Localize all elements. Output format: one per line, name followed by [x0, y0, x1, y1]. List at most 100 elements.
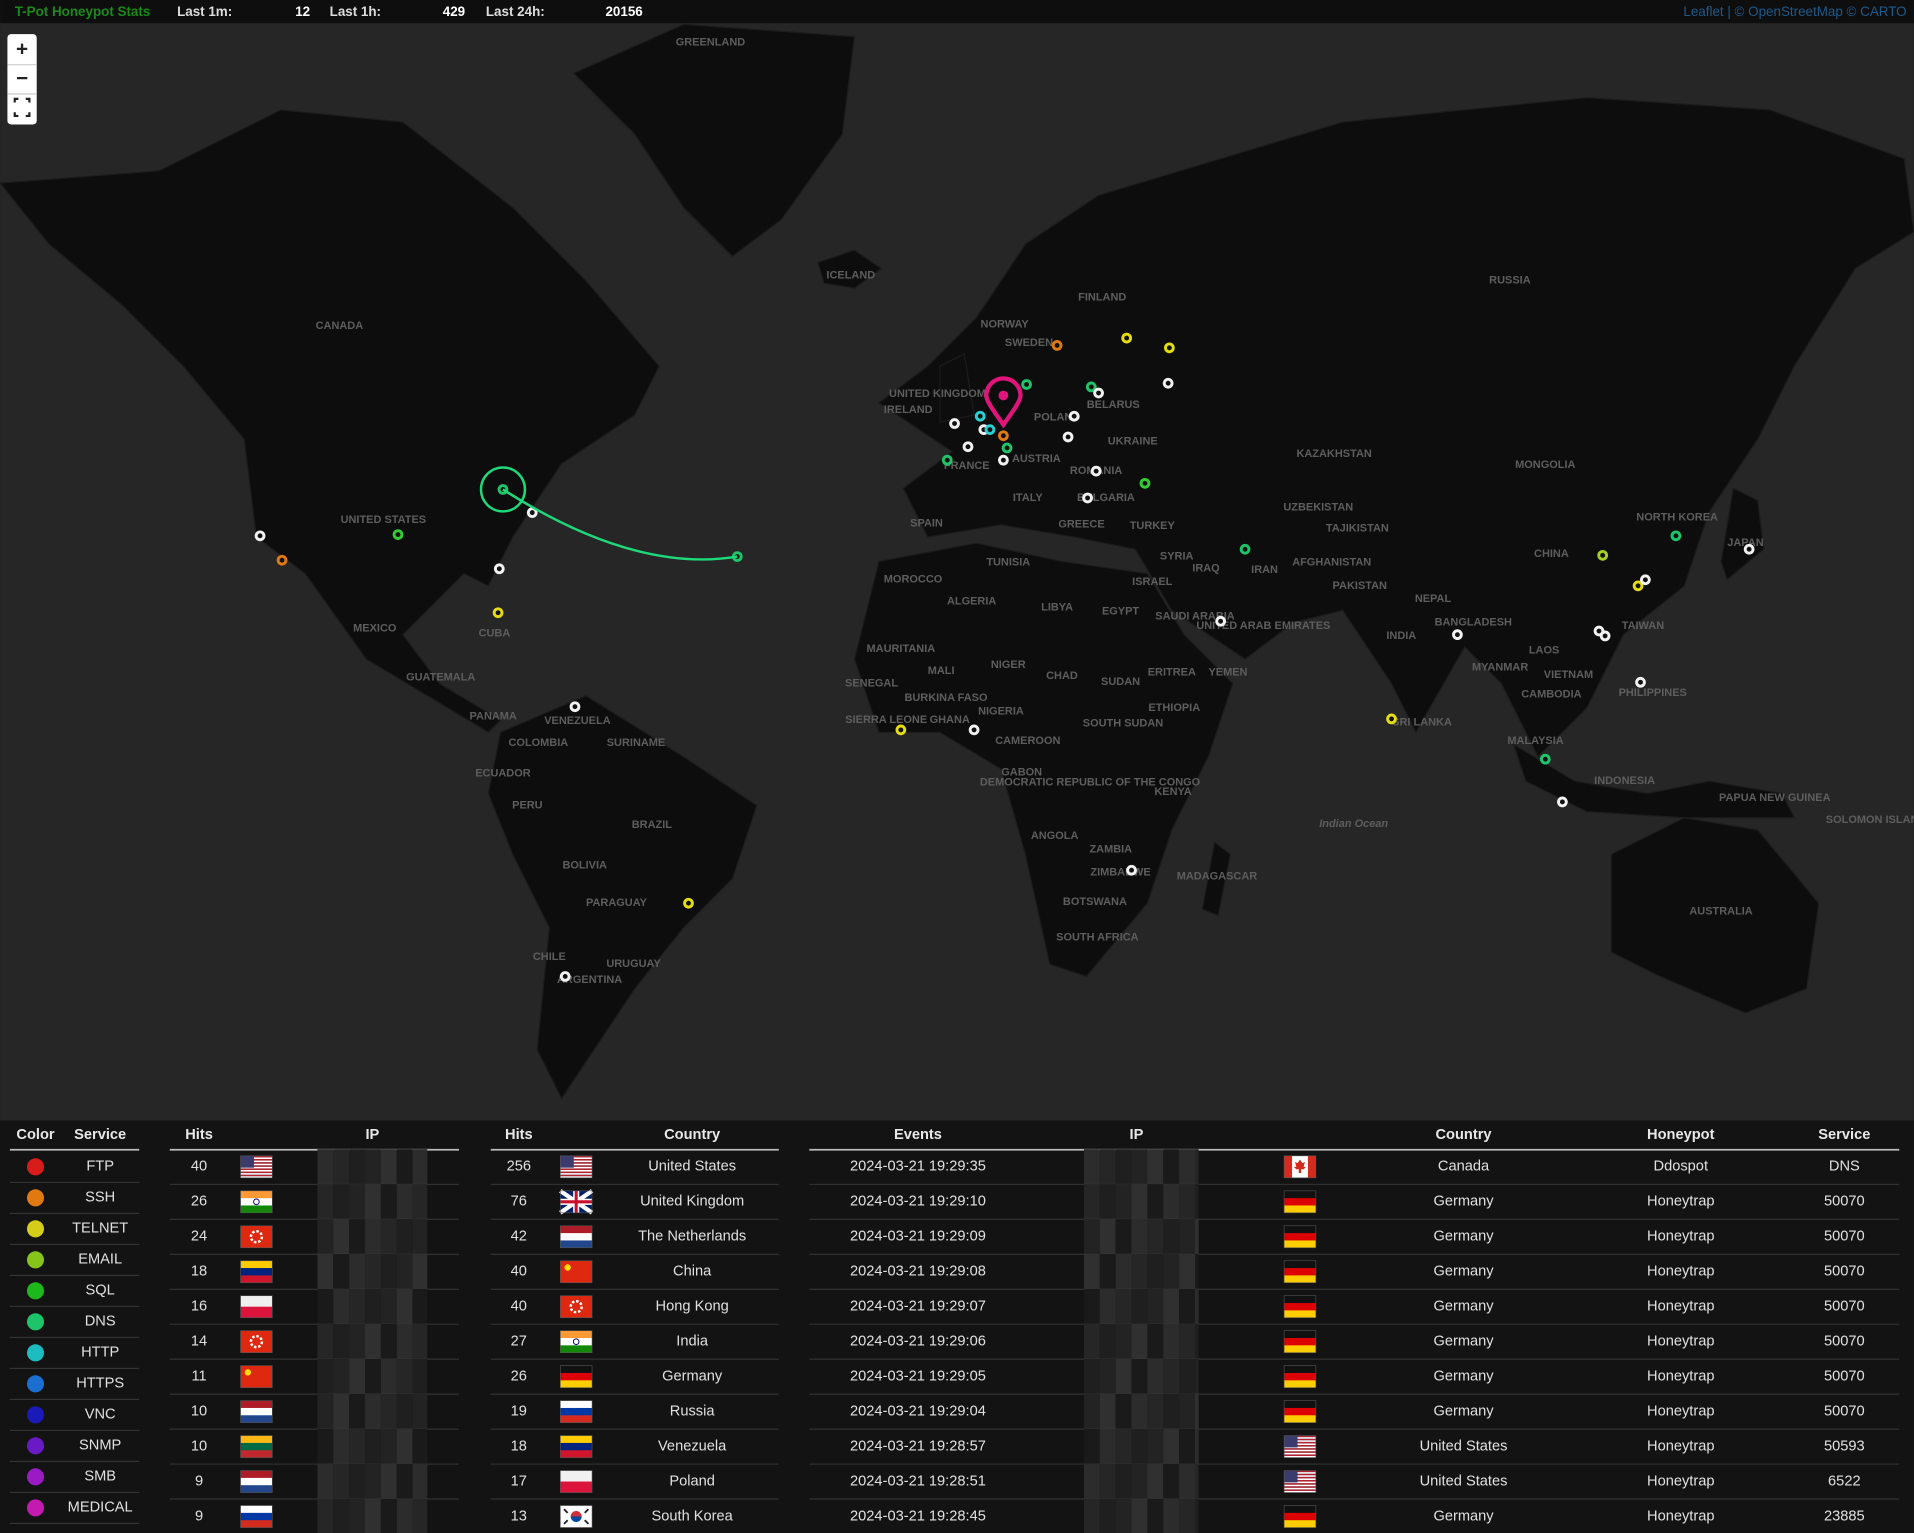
flag-border [240, 1225, 273, 1249]
ip-redacted [1099, 1498, 1116, 1533]
ip-redacted [1099, 1323, 1116, 1360]
hits: 9 [195, 1508, 203, 1524]
flag-border [1283, 1435, 1317, 1458]
attack-points [254, 332, 1755, 982]
attack-point [526, 507, 538, 518]
attack-point [1215, 615, 1227, 627]
hits: 40 [511, 1299, 527, 1315]
ip-redacted [1083, 1184, 1100, 1220]
map-label: KENYA [1154, 786, 1191, 798]
ip-redacted [412, 1463, 428, 1500]
honeypot: Honeytrap [1647, 1369, 1714, 1385]
map-label: ALGERIA [947, 596, 996, 608]
flag-part [240, 1400, 273, 1409]
flag [1283, 1470, 1317, 1493]
flag-part [560, 1160, 593, 1163]
iceland [817, 249, 883, 289]
ip-redacted [1099, 1149, 1116, 1185]
flag [560, 1330, 593, 1353]
attack-point [1743, 543, 1755, 555]
ip-redacted [1195, 1428, 1199, 1465]
ip-redacted [317, 1289, 334, 1325]
flag [1283, 1435, 1317, 1458]
country: Germany [662, 1369, 723, 1385]
hits: 16 [191, 1299, 207, 1315]
flag-part [1284, 1484, 1316, 1487]
flag-part [1284, 1338, 1316, 1346]
map-label: EGYPT [1102, 605, 1139, 617]
flag-part [560, 1158, 593, 1161]
fullscreen[interactable] [13, 97, 31, 118]
map-label: SURINAME [607, 737, 666, 749]
flag [560, 1225, 593, 1249]
attack-arc [502, 488, 738, 561]
map-label: CAMEROON [995, 735, 1060, 747]
map-label: SWEDEN [1005, 337, 1053, 349]
flag-part [560, 1372, 593, 1381]
australia [1610, 817, 1820, 1014]
ip-redacted [349, 1289, 366, 1325]
flag [240, 1470, 273, 1493]
flag-border [240, 1400, 273, 1423]
flag [560, 1260, 593, 1284]
flag-part [570, 1511, 582, 1517]
map-label: BRAZIL [632, 819, 673, 831]
flag [559, 1189, 594, 1215]
flag-border [560, 1260, 593, 1284]
ip-redacted [1099, 1428, 1116, 1465]
ip-redacted [396, 1463, 413, 1500]
honeypot: Honeytrap [1647, 1299, 1714, 1315]
attack-point [1162, 377, 1174, 389]
service-name: MEDICAL [68, 1500, 133, 1516]
ip-redacted [412, 1219, 428, 1255]
map-label: ITALY [1013, 492, 1044, 504]
honeypot: Honeytrap [1647, 1438, 1714, 1454]
flag-part [560, 1435, 593, 1444]
flag-part [1284, 1437, 1316, 1439]
ip-redacted [1147, 1428, 1164, 1465]
map-label: NORTH KOREA [1636, 511, 1718, 523]
flag-part [240, 1330, 273, 1353]
flag-border [240, 1190, 273, 1214]
flag-part [240, 1505, 273, 1514]
event-time: 2024-03-21 19:29:09 [850, 1229, 986, 1245]
attribution: Leaflet | © OpenStreetMap © CARTO [1683, 4, 1906, 19]
map-label: VENEZUELA [544, 715, 611, 727]
event-time: 2024-03-21 19:28:45 [850, 1508, 986, 1524]
flag-part [1284, 1268, 1316, 1276]
flag-part [563, 1508, 590, 1525]
pin [984, 376, 1023, 429]
flag-part [1284, 1380, 1316, 1388]
service-color [26, 1437, 45, 1455]
map-label: PHILIPPINES [1619, 687, 1687, 699]
map-label: NIGERIA [978, 705, 1024, 717]
map-label: LAOS [1529, 644, 1559, 656]
map-label: NEPAL [1415, 593, 1452, 605]
flag-part [1284, 1440, 1316, 1442]
flag-part [560, 1442, 593, 1451]
map-label: BANGLADESH [1435, 616, 1512, 628]
flag-part [560, 1163, 593, 1166]
ip-redacted [1163, 1289, 1180, 1325]
attack-point [1021, 379, 1032, 390]
hits: 9 [195, 1473, 203, 1489]
attack-point [1062, 431, 1074, 443]
ip-redacted [365, 1393, 381, 1430]
flag [1283, 1330, 1317, 1353]
attack-point [998, 430, 1009, 442]
service-name: TELNET [72, 1221, 128, 1237]
attack-pulse [479, 466, 527, 513]
flag-part [240, 1365, 273, 1388]
attack-point [1557, 796, 1568, 808]
hits: 19 [511, 1403, 527, 1419]
zoom-in[interactable]: + [16, 38, 28, 61]
flag-border [1283, 1190, 1317, 1214]
ip-redacted [349, 1323, 366, 1360]
ip-redacted [1115, 1184, 1132, 1220]
zoom-out[interactable]: − [16, 67, 28, 90]
indonesia [1512, 743, 1796, 819]
zoom-control[interactable]: + − [7, 34, 37, 125]
ip-redacted [1115, 1289, 1132, 1325]
flag-part [560, 1162, 593, 1164]
